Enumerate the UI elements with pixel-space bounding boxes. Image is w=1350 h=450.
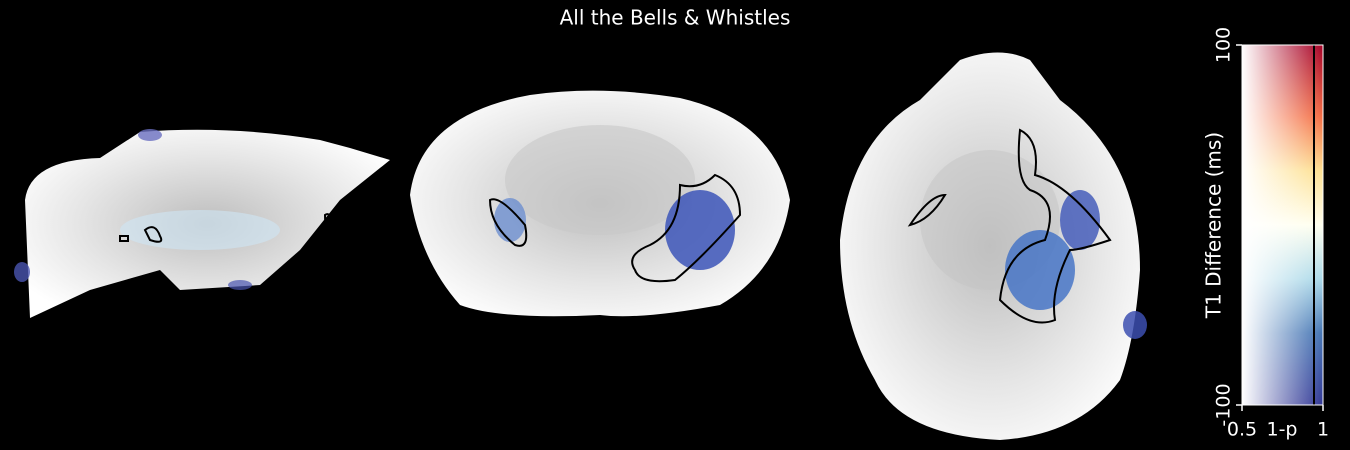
x-tick-label: 0.5: [1227, 419, 1257, 441]
x-tick-label: 1: [1317, 419, 1329, 441]
y-axis-label: T1 Difference (ms): [1202, 132, 1226, 319]
title: All the Bells & Whistles: [560, 6, 791, 30]
sagittal-slice: [14, 129, 390, 318]
axial-slice: [840, 52, 1147, 440]
colorbar-frame: [1241, 44, 1324, 406]
colorbar: T1 Difference (ms) 1-p -100 100 0.5 1: [1202, 27, 1330, 441]
y-tick-label: -100: [1213, 383, 1235, 426]
colorbar-alpha: [1242, 45, 1323, 405]
x-axis-label: 1-p: [1266, 419, 1297, 441]
coronal-slice: [410, 90, 790, 317]
y-tick-label: 100: [1213, 27, 1235, 63]
